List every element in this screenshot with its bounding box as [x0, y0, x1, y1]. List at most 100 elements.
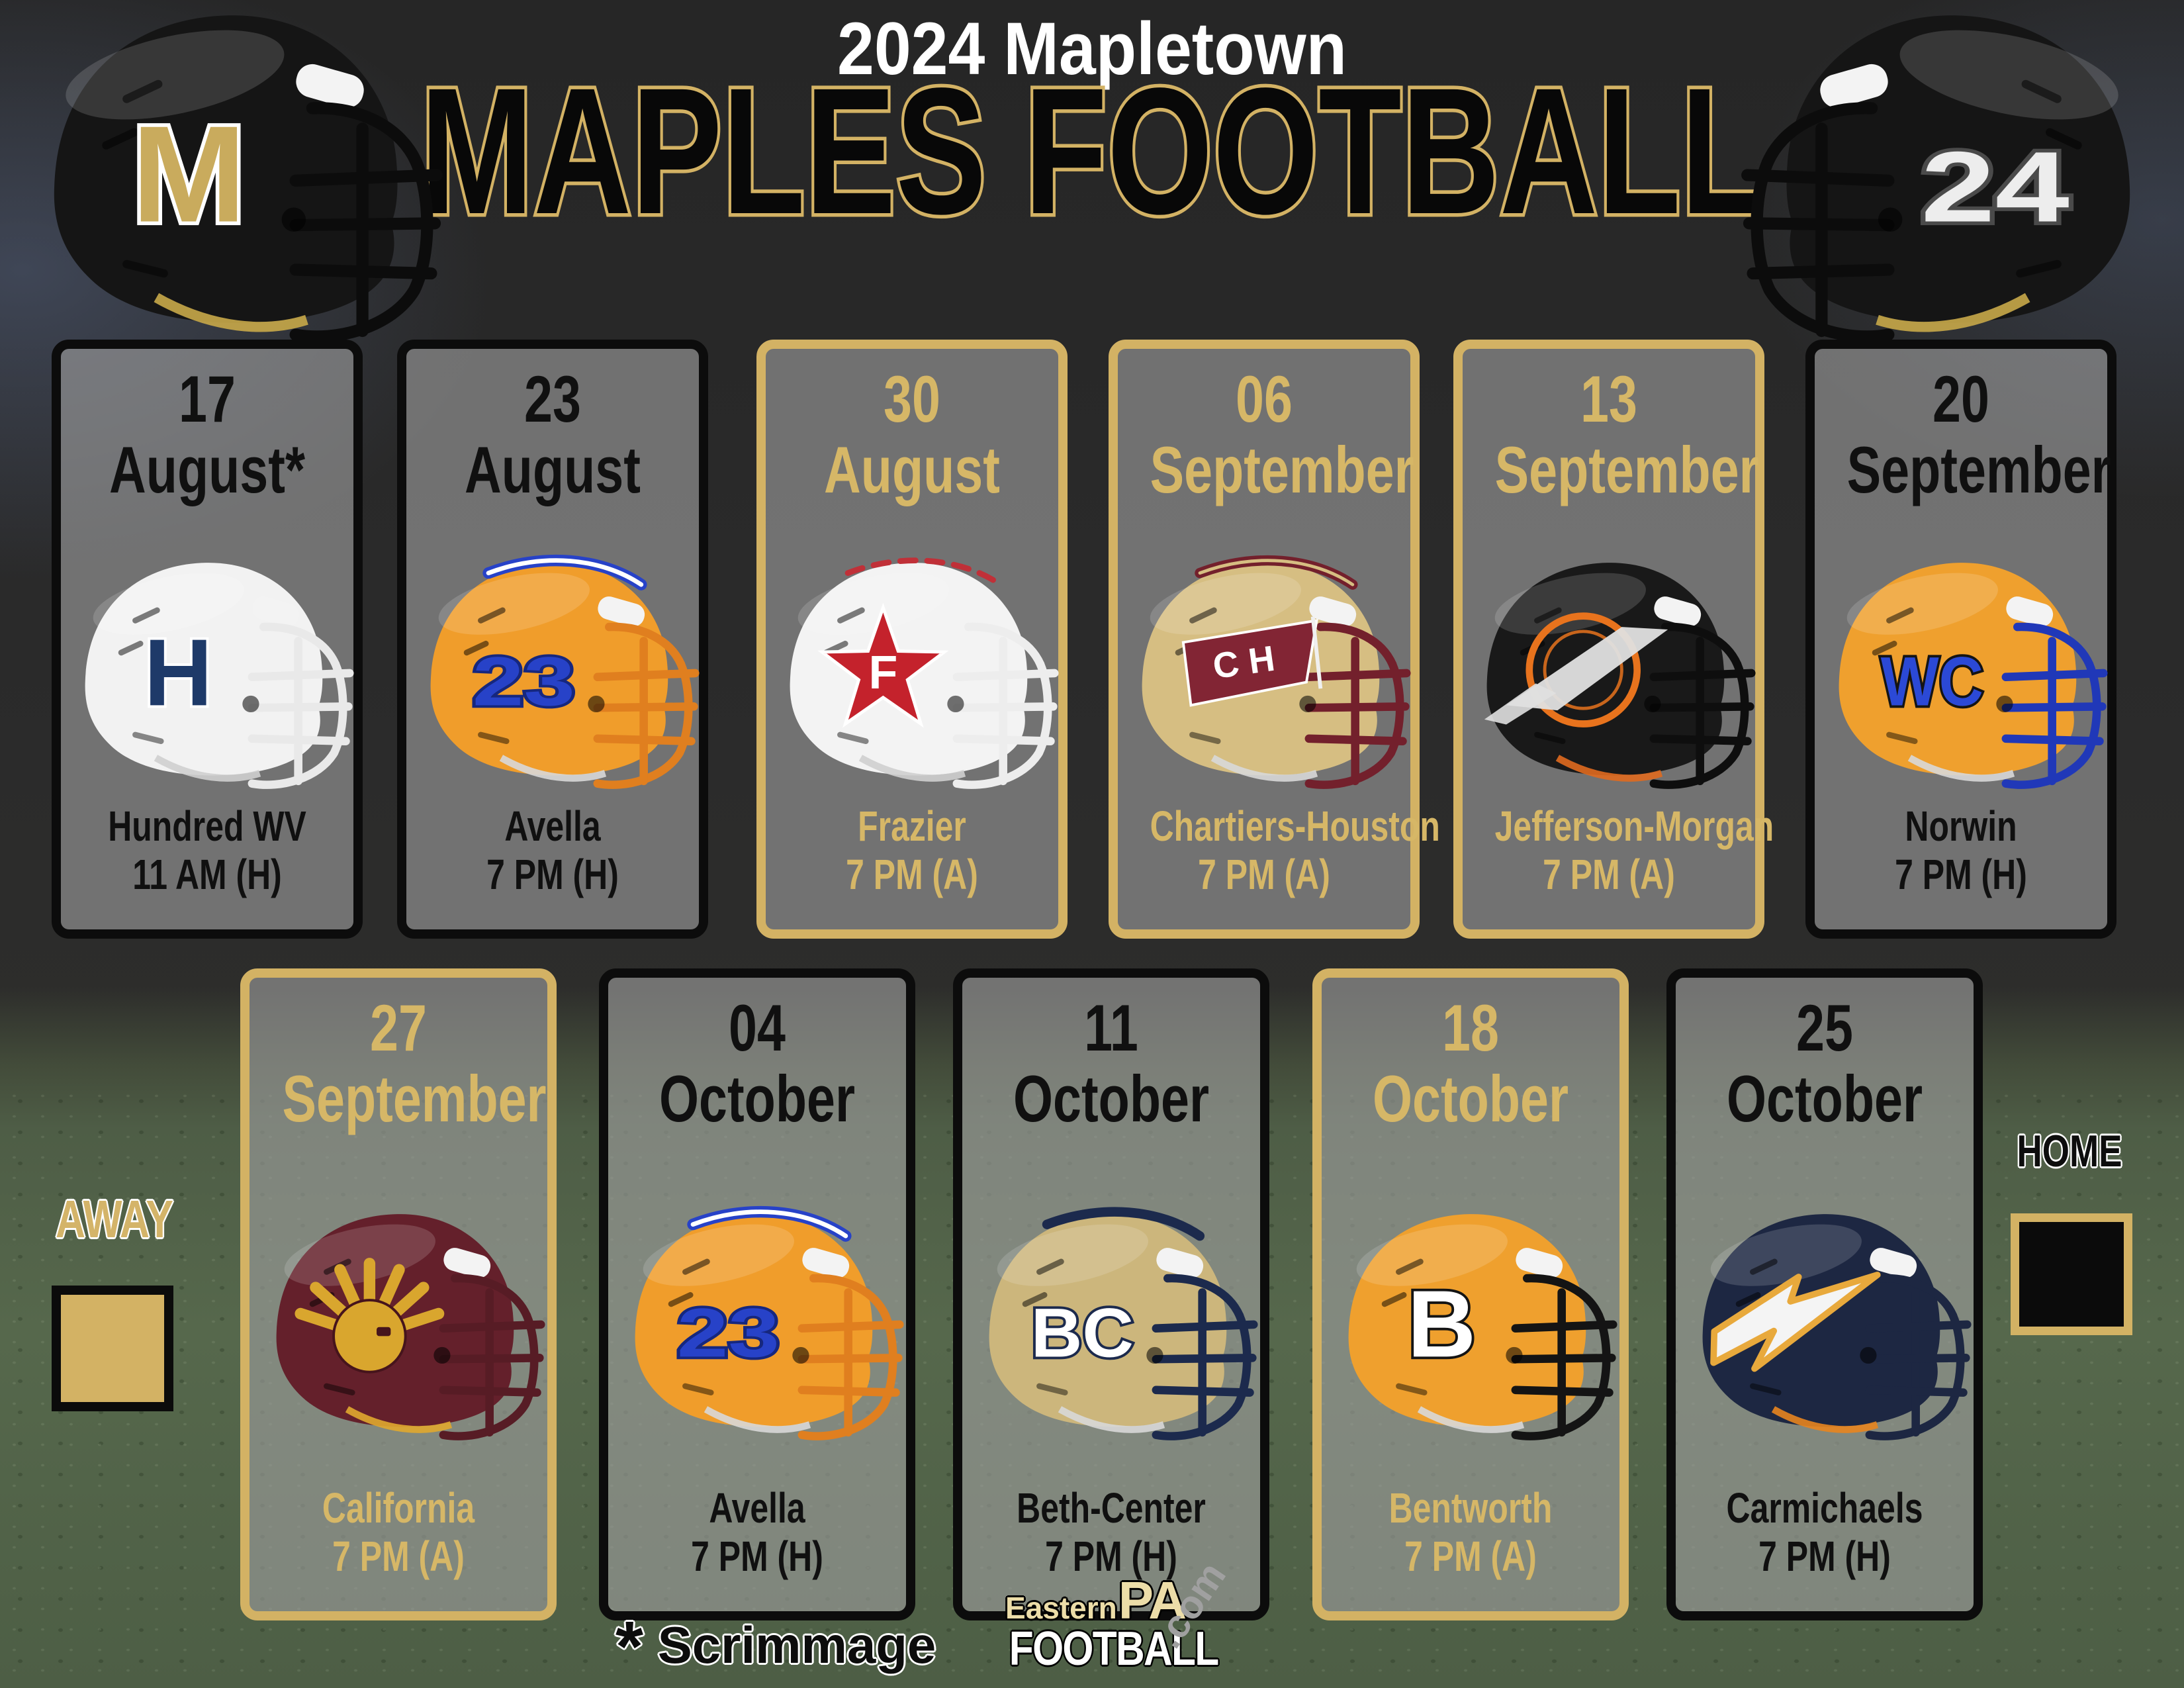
opponent-helmet-icon: F — [764, 545, 1060, 802]
game-time: 7 PM (A) — [846, 851, 978, 899]
game-meta: Beth-Center 7 PM (H) — [962, 1484, 1260, 1581]
game-month: October — [1013, 1062, 1210, 1135]
game-meta: Chartiers-Houston 7 PM (A) — [1118, 802, 1440, 899]
svg-text:23: 23 — [677, 1294, 780, 1372]
svg-text:BC: BC — [1031, 1294, 1134, 1372]
game-month: September — [282, 1062, 547, 1135]
svg-text:WC: WC — [1881, 643, 1983, 720]
epf-logo-pa: PA — [1118, 1571, 1187, 1630]
game-opponent: Beth-Center — [1017, 1484, 1206, 1532]
game-meta: Avella 7 PM (H) — [608, 1484, 906, 1581]
game-month: September — [1494, 433, 1759, 506]
game-month: October — [1372, 1062, 1569, 1135]
game-meta: Bentworth 7 PM (A) — [1322, 1484, 1619, 1581]
game-date: 04 October — [608, 995, 906, 1131]
game-card: 23 August 23 Avella — [397, 340, 708, 939]
svg-text:C H: C H — [1210, 638, 1277, 686]
game-meta: Avella 7 PM (H) — [406, 802, 699, 899]
game-month: September — [1150, 433, 1414, 506]
game-opponent: Jefferson-Morgan — [1494, 802, 1774, 851]
game-opponent: Frazier — [858, 802, 966, 851]
opponent-helmet-icon: B — [1323, 1196, 1618, 1453]
game-card: 20 September WC Norwin — [1805, 340, 2116, 939]
game-card: 06 September C H — [1109, 340, 1440, 939]
opponent-helmet-icon — [251, 1196, 546, 1453]
game-meta: Frazier 7 PM (A) — [766, 802, 1058, 899]
asterisk-icon: * — [615, 1606, 644, 1686]
game-month: September — [1846, 433, 2111, 506]
scrimmage-text: Scrimmage — [657, 1616, 936, 1674]
opponent-helmet-icon — [1461, 545, 1756, 802]
game-opponent: Carmichaels — [1726, 1484, 1923, 1532]
legend-away-label: AWAY — [55, 1190, 174, 1248]
game-month: October — [659, 1062, 856, 1135]
opponent-helmet-icon — [1677, 1196, 1972, 1453]
game-day: 11 — [1084, 991, 1138, 1064]
game-day: 04 — [729, 991, 786, 1064]
svg-text:M: M — [132, 97, 246, 251]
legend-home-label: HOME — [2017, 1126, 2122, 1176]
game-meta: Hundred WV 11 AM (H) — [61, 802, 353, 899]
svg-text:H: H — [144, 620, 213, 726]
mapletown-helmet-right-icon: 24 — [1740, 0, 2167, 361]
opponent-helmet-icon: H — [60, 545, 355, 802]
legend-away-swatch — [52, 1286, 173, 1411]
scrimmage-note: * Scrimmage — [615, 1605, 936, 1687]
game-card: 11 October BC Beth-Cent — [953, 968, 1269, 1620]
game-date: 06 September — [1118, 362, 1414, 506]
page-title-main: MAPLES FOOTBALL — [420, 50, 1764, 252]
game-opponent: Chartiers-Houston — [1150, 802, 1440, 851]
svg-text:B: B — [1408, 1271, 1477, 1377]
game-time: 7 PM (H) — [486, 851, 619, 899]
game-day: 20 — [1933, 362, 1989, 436]
game-date: 30 August — [766, 366, 1058, 502]
game-date: 17 August* — [61, 366, 353, 502]
game-card: 18 October B Bentworth — [1312, 968, 1629, 1620]
game-day: 13 — [1580, 362, 1637, 436]
game-date: 20 September — [1815, 362, 2111, 506]
game-opponent: Avella — [709, 1484, 805, 1532]
game-month: October — [1726, 1062, 1923, 1135]
opponent-helmet-icon: 23 — [610, 1196, 905, 1453]
mapletown-helmet-left-icon: M — [17, 0, 444, 361]
opponent-helmet-icon: 23 — [405, 545, 700, 802]
epf-logo-eastern: Eastern — [1005, 1591, 1117, 1625]
game-day: 25 — [1796, 991, 1853, 1064]
game-day: 17 — [179, 362, 236, 436]
game-date: 25 October — [1676, 995, 1974, 1131]
game-date: 18 October — [1322, 995, 1619, 1131]
game-time: 7 PM (A) — [332, 1532, 465, 1581]
game-day: 23 — [524, 362, 581, 436]
svg-text:24: 24 — [1921, 132, 2069, 244]
game-meta: Norwin 7 PM (H) — [1815, 802, 2107, 899]
game-day: 06 — [1236, 362, 1293, 436]
game-time: 11 AM (H) — [132, 851, 282, 899]
game-card: 04 October 23 Avella — [599, 968, 915, 1620]
game-month: August — [824, 433, 1000, 506]
game-card: 27 September — [240, 968, 557, 1620]
game-date: 23 August — [406, 366, 699, 502]
opponent-helmet-icon: C H — [1116, 545, 1412, 802]
game-time: 7 PM (A) — [1543, 851, 1675, 899]
game-time: 7 PM (H) — [1758, 1532, 1891, 1581]
game-day: 18 — [1442, 991, 1499, 1064]
epf-logo: Eastern PA FOOTBALL .com — [993, 1554, 1234, 1676]
game-card: 17 August* H Hundred WV — [52, 340, 363, 939]
game-opponent: Bentworth — [1388, 1484, 1553, 1532]
game-opponent: Avella — [504, 802, 601, 851]
game-date: 27 September — [250, 995, 547, 1131]
svg-text:23: 23 — [473, 643, 575, 720]
game-card: 30 August F — [756, 340, 1068, 939]
game-card: 25 October — [1666, 968, 1983, 1620]
game-meta: Carmichaels 7 PM (H) — [1676, 1484, 1974, 1581]
game-time: 7 PM (H) — [1045, 1532, 1177, 1581]
opponent-helmet-icon: BC — [964, 1196, 1259, 1453]
game-day: 30 — [884, 362, 940, 436]
game-date: 13 September — [1463, 362, 1759, 506]
game-time: 7 PM (A) — [1404, 1532, 1537, 1581]
svg-text:F: F — [868, 646, 897, 699]
game-month: August — [465, 433, 641, 506]
game-meta: California 7 PM (A) — [250, 1484, 547, 1581]
game-time: 7 PM (A) — [1198, 851, 1330, 899]
